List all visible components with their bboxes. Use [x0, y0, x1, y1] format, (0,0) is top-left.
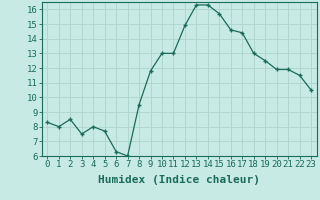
X-axis label: Humidex (Indice chaleur): Humidex (Indice chaleur) [98, 175, 260, 185]
